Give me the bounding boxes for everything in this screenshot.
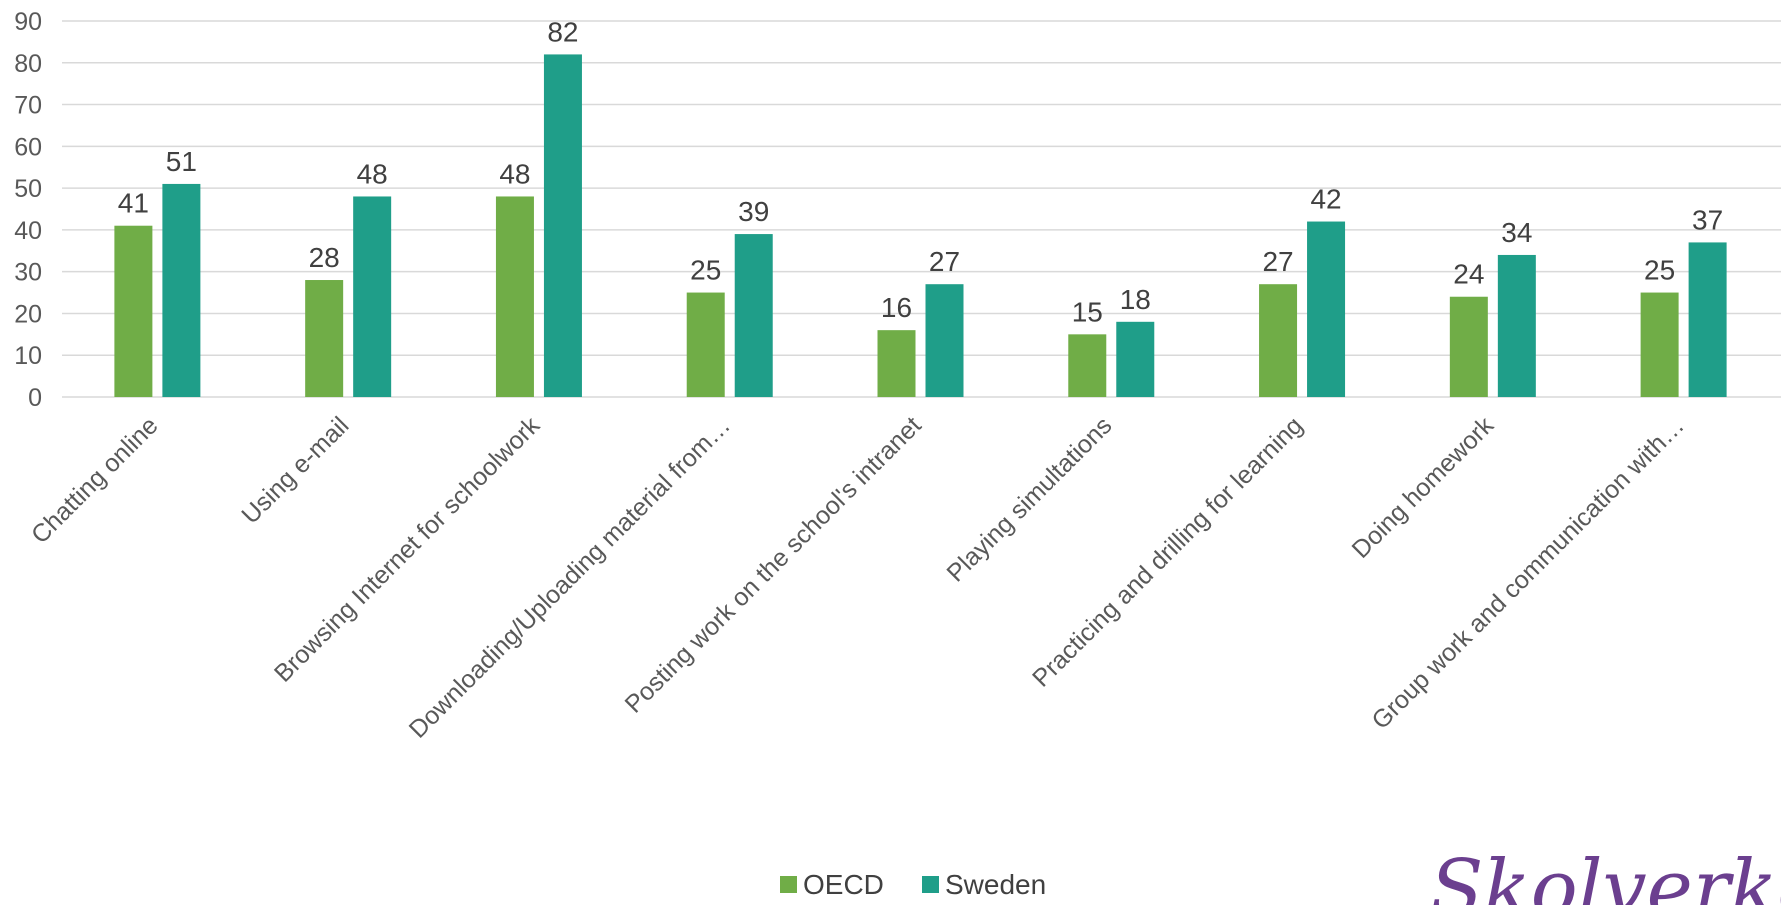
gridlines bbox=[62, 20, 1781, 398]
bar-sweden bbox=[1497, 254, 1536, 397]
bar-sweden bbox=[162, 183, 201, 397]
bar-oecd bbox=[1449, 296, 1488, 397]
data-label: 25 bbox=[690, 255, 721, 286]
legend: OECD Sweden bbox=[780, 869, 1046, 900]
bar-sweden bbox=[543, 54, 582, 398]
data-label: 15 bbox=[1072, 296, 1103, 327]
bar-sweden bbox=[1688, 242, 1727, 397]
data-label: 27 bbox=[1262, 246, 1293, 277]
bar-oecd bbox=[495, 196, 534, 397]
y-tick-label: 70 bbox=[14, 92, 42, 120]
bar-oecd bbox=[1640, 292, 1679, 397]
category-label: Playing simultations bbox=[941, 411, 1117, 587]
y-tick-label: 60 bbox=[14, 133, 42, 161]
category-label: Posting work on the school's intranet bbox=[620, 411, 927, 718]
bar-oecd bbox=[1259, 284, 1298, 397]
bar-sweden bbox=[353, 196, 392, 397]
data-label: 25 bbox=[1644, 255, 1675, 286]
skolverket-logo: Skolverket bbox=[1430, 850, 1781, 905]
bar-sweden bbox=[925, 284, 964, 397]
data-label: 48 bbox=[357, 158, 388, 189]
y-tick-label: 90 bbox=[14, 8, 42, 36]
bar-oecd bbox=[1068, 334, 1107, 397]
data-label: 39 bbox=[738, 196, 769, 227]
data-label: 18 bbox=[1120, 284, 1151, 315]
bar-oecd bbox=[114, 225, 153, 397]
bar-sweden bbox=[1307, 221, 1346, 397]
y-tick-label: 0 bbox=[28, 384, 42, 412]
category-label: Downloading/Uploading material from… bbox=[404, 411, 736, 743]
data-label: 24 bbox=[1453, 259, 1484, 290]
data-label: 28 bbox=[309, 242, 340, 273]
bars bbox=[114, 54, 1727, 398]
data-label: 41 bbox=[118, 188, 149, 219]
legend-label-oecd: OECD bbox=[803, 869, 884, 900]
category-label: Doing homework bbox=[1347, 411, 1500, 564]
y-axis-ticks: 0 10 20 30 40 50 60 70 80 90 bbox=[14, 8, 42, 412]
y-tick-label: 30 bbox=[14, 259, 42, 287]
bar-oecd bbox=[305, 280, 344, 397]
category-label: Using e-mail bbox=[236, 411, 354, 529]
data-label: 82 bbox=[547, 16, 578, 47]
data-label: 34 bbox=[1501, 217, 1532, 248]
bar-oecd bbox=[686, 292, 725, 397]
legend-swatch-sweden bbox=[922, 876, 939, 893]
y-tick-label: 40 bbox=[14, 217, 42, 245]
data-label: 27 bbox=[929, 246, 960, 277]
data-labels: 41 51 28 48 48 82 25 39 16 27 15 18 27 42 24 34 25 37 bbox=[118, 16, 1723, 327]
data-label: 16 bbox=[881, 292, 912, 323]
bar-sweden bbox=[1116, 321, 1155, 397]
y-tick-label: 50 bbox=[14, 175, 42, 203]
category-label: Chatting online bbox=[26, 411, 164, 549]
bar-sweden bbox=[734, 234, 773, 397]
y-tick-label: 80 bbox=[14, 50, 42, 78]
data-label: 48 bbox=[499, 158, 530, 189]
data-label: 37 bbox=[1692, 204, 1723, 235]
legend-label-sweden: Sweden bbox=[945, 869, 1046, 900]
data-label: 42 bbox=[1310, 184, 1341, 215]
data-label: 51 bbox=[166, 146, 197, 177]
bar-oecd bbox=[877, 330, 916, 397]
y-tick-label: 10 bbox=[14, 342, 42, 370]
legend-swatch-oecd bbox=[780, 876, 797, 893]
category-label: Group work and communication with… bbox=[1366, 411, 1689, 734]
y-tick-label: 20 bbox=[14, 300, 42, 328]
